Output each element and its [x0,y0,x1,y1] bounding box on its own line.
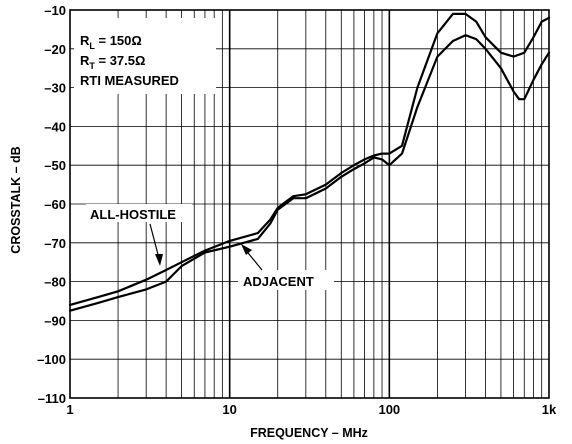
y-tick-label: –50 [44,158,66,173]
conditions-box [74,18,216,94]
y-tick-label: –10 [44,3,66,18]
condition-rt-value: = 37.5Ω [95,53,146,68]
condition-rl-sub: L [89,41,95,51]
y-tick-label: –60 [44,197,66,212]
y-tick-label: –40 [44,119,66,134]
adjacent-label-bg [238,270,334,290]
y-tick-label: –70 [44,236,66,251]
series-line-adjacent [68,34,551,312]
adjacent-arrowhead [241,244,252,255]
x-tick-label: 1 [66,402,73,417]
series-lines [68,12,551,312]
all-hostile-label: ALL-HOSTILE [90,207,176,222]
condition-rt: RT = 37.5Ω [80,53,145,71]
y-tick-label: –80 [44,275,66,290]
y-tick-label: –110 [38,391,66,406]
plot-frame [69,9,550,399]
plot-border [69,9,550,399]
y-tick-label: –20 [44,42,66,57]
condition-rl-main: R [80,33,90,48]
x-tick-label: 10 [222,402,236,417]
condition-rl: RL = 150Ω [80,33,142,51]
condition-rl-value: = 150Ω [95,33,142,48]
condition-rt-sub: T [89,61,95,71]
y-tick-label: –100 [37,352,66,367]
condition-rti: RTI MEASURED [80,73,179,88]
x-axis-title: FREQUENCY – MHz [250,426,368,440]
all-hostile-arrowhead [155,254,163,266]
y-tick-label: –30 [44,81,66,96]
condition-rt-main: R [80,53,90,68]
adjacent-label: ADJACENT [243,274,314,289]
x-tick-label: 1k [542,402,557,417]
series-line-all-hostile [68,12,551,306]
y-tick-label: –90 [44,313,66,328]
tick-labels: 1 10 100 1k –10 –20 –30 –40 –50 –60 –70 –80 –90 –100 –… [37,3,557,417]
all-hostile-label-bg [86,204,192,222]
x-tick-label: 100 [378,402,400,417]
y-axis-title: CROSSTALK – dB [9,146,23,253]
